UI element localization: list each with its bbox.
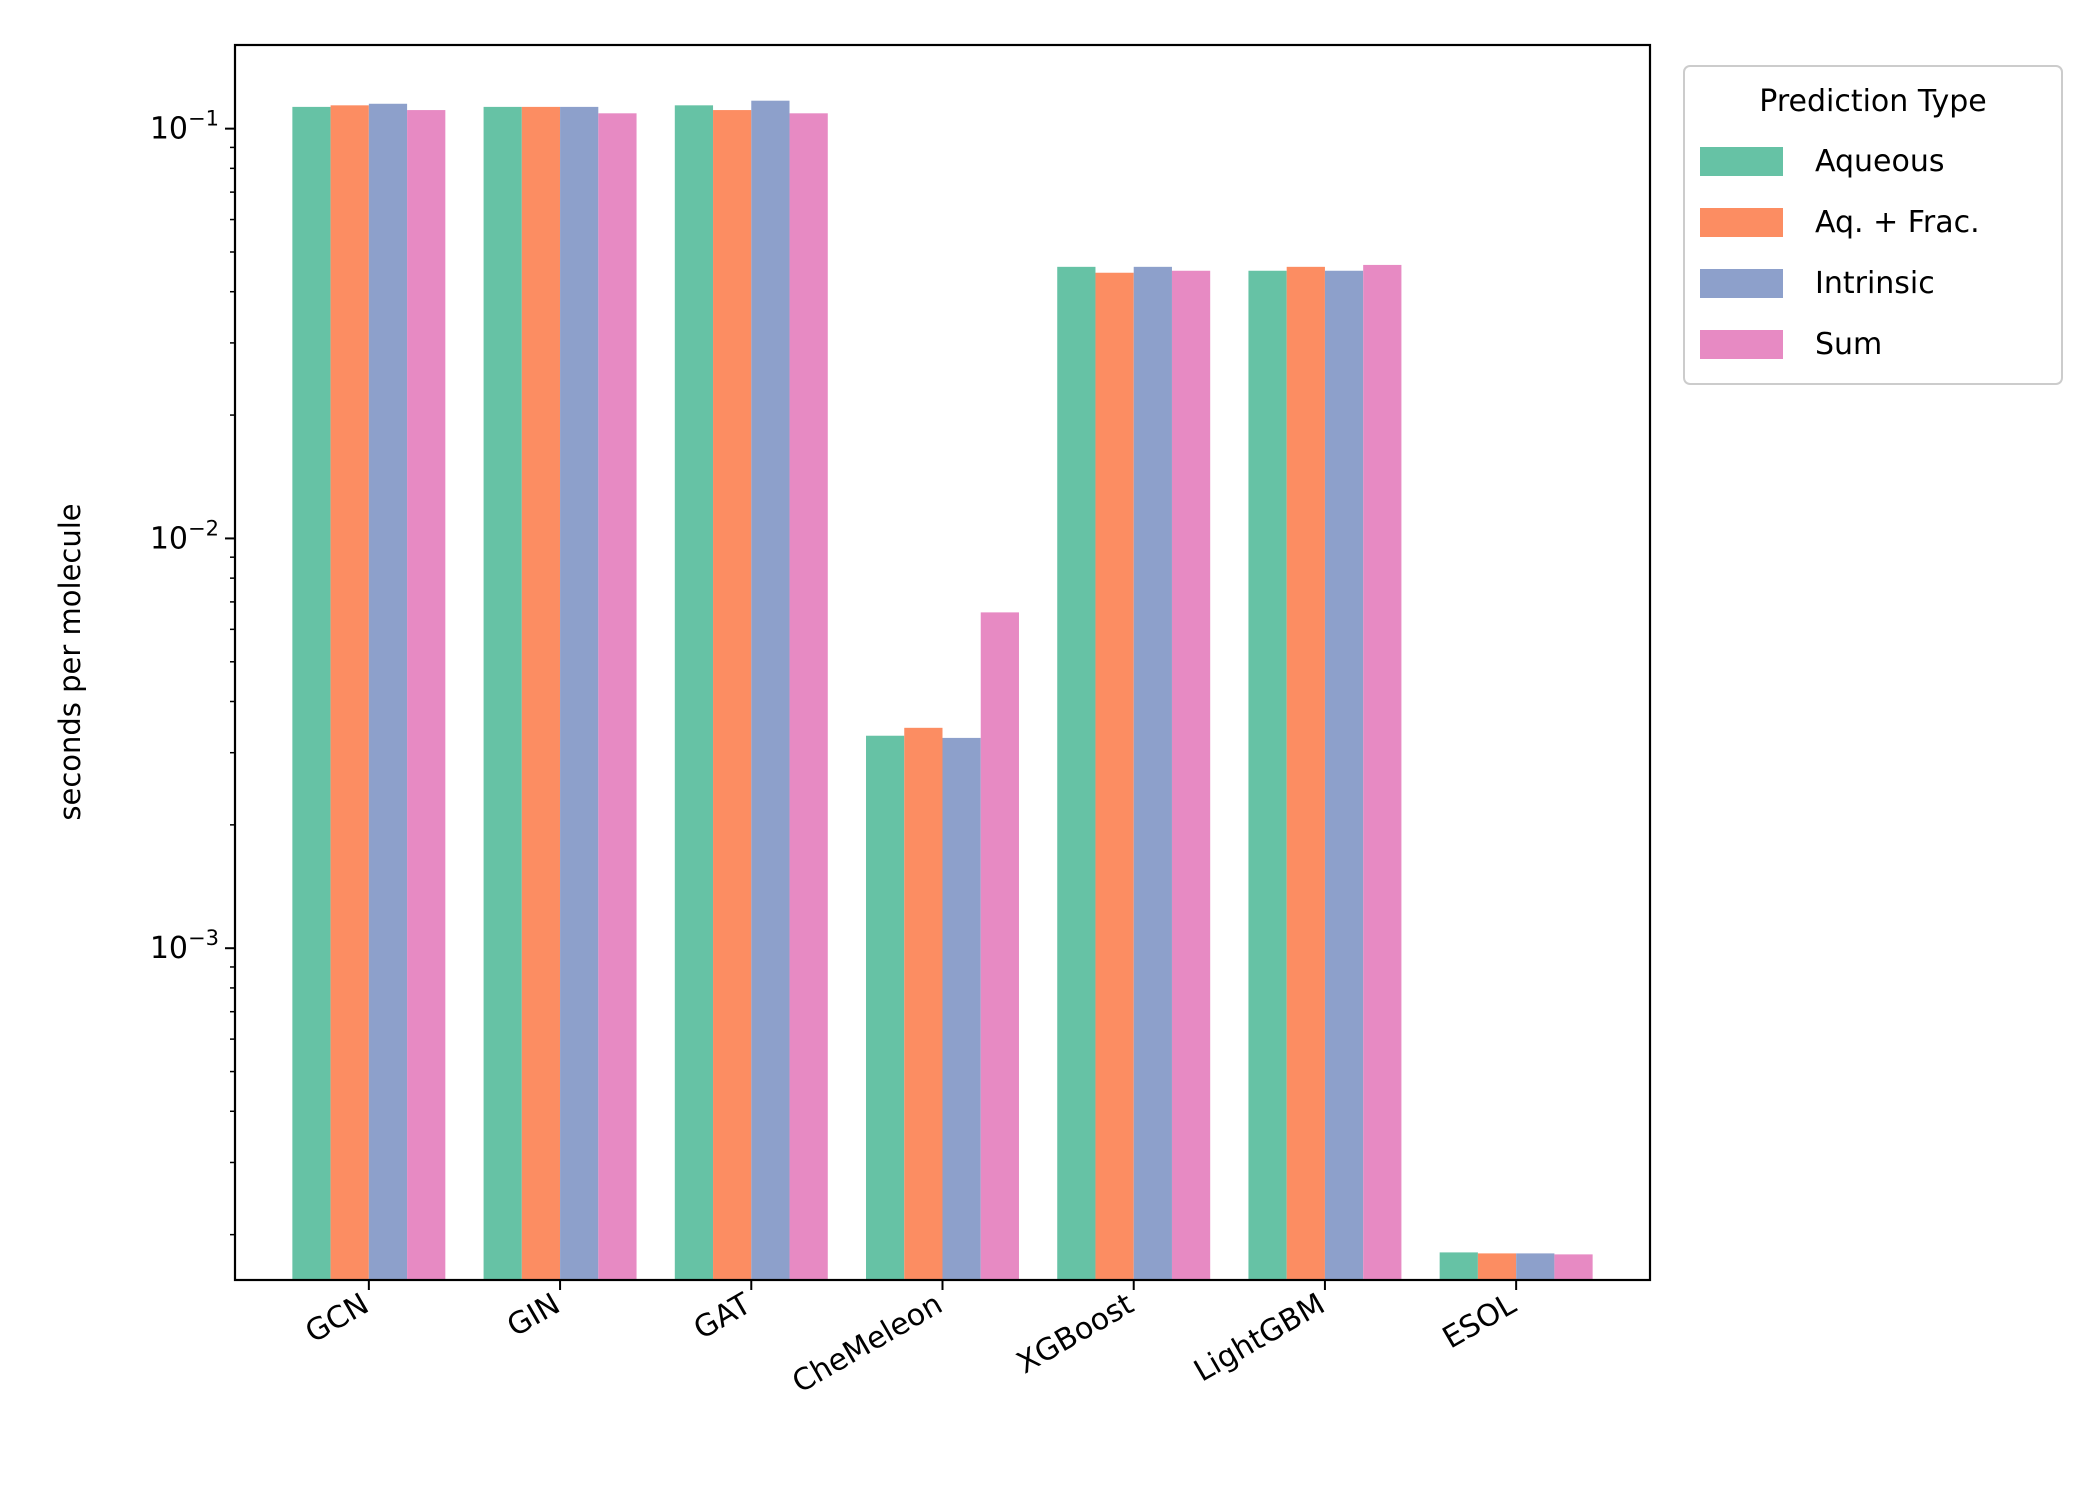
bar-chemeleon-aqueous <box>866 735 905 1280</box>
legend-title: Prediction Type <box>1759 84 1986 119</box>
y-tick-label-base: 10 <box>150 112 188 147</box>
y-tick-label-exponent: −2 <box>188 516 219 540</box>
y-tick-label: 10−1 <box>150 107 219 147</box>
bar-gcn-aqueous <box>292 106 331 1280</box>
bar-lightgbm-sum <box>1363 264 1402 1280</box>
legend-label: Sum <box>1815 327 1882 362</box>
y-tick-label: 10−3 <box>150 926 219 966</box>
legend-label: Aq. + Frac. <box>1815 205 1980 240</box>
plot-frame <box>233 43 1652 1282</box>
bar-lightgbm-aqueous <box>1248 270 1287 1280</box>
bar-xgboost-aqueous <box>1057 266 1096 1281</box>
y-tick-label-base: 10 <box>150 931 188 966</box>
bar-xgboost-aq-frac <box>1095 272 1134 1280</box>
bar-gat-sum <box>789 113 828 1280</box>
bar-gin-aqueous <box>483 106 522 1280</box>
bar-chemeleon-aq-frac <box>904 727 943 1280</box>
bar-chemeleon-intrinsic <box>942 737 981 1280</box>
bar-gin-sum <box>598 113 637 1280</box>
bar-xgboost-intrinsic <box>1133 266 1172 1281</box>
y-tick-label: 10−2 <box>150 516 219 556</box>
legend-swatch <box>1700 147 1783 176</box>
bar-esol-intrinsic <box>1516 1253 1555 1280</box>
legend-label: Aqueous <box>1815 144 1945 179</box>
bar-gcn-intrinsic <box>368 103 408 1280</box>
bar-lightgbm-intrinsic <box>1324 270 1364 1280</box>
y-tick-label-exponent: −3 <box>188 926 219 950</box>
y-tick-label-base: 10 <box>150 521 188 556</box>
bar-gcn-aq-frac <box>330 105 369 1281</box>
legend-label: Intrinsic <box>1815 266 1935 301</box>
bar-lightgbm-aq-frac <box>1286 266 1325 1281</box>
legend: Prediction Type Aqueous Aq. + Frac. Intrins… <box>1683 65 2063 385</box>
legend-swatch <box>1700 330 1783 359</box>
bar-gat-aq-frac <box>713 110 752 1281</box>
y-axis-label: seconds per molecule <box>53 503 87 820</box>
y-tick-label-exponent: −1 <box>188 107 219 131</box>
bar-gat-aqueous <box>674 105 714 1281</box>
bar-esol-sum <box>1554 1254 1593 1280</box>
bar-chemeleon-sum <box>980 612 1019 1280</box>
bar-gcn-sum <box>407 110 446 1281</box>
bar-gat-intrinsic <box>751 100 790 1281</box>
bar-gin-intrinsic <box>560 106 599 1280</box>
bar-esol-aq-frac <box>1477 1253 1517 1280</box>
legend-swatch <box>1700 269 1783 298</box>
bars-layer <box>292 100 1593 1281</box>
legend-swatch <box>1700 208 1783 237</box>
legend-frame <box>1683 65 2063 385</box>
y-axis: 10−110−210−3 <box>150 107 235 1236</box>
bar-xgboost-sum <box>1171 270 1211 1280</box>
bar-gin-aq-frac <box>521 106 561 1280</box>
bar-esol-aqueous <box>1439 1252 1478 1280</box>
